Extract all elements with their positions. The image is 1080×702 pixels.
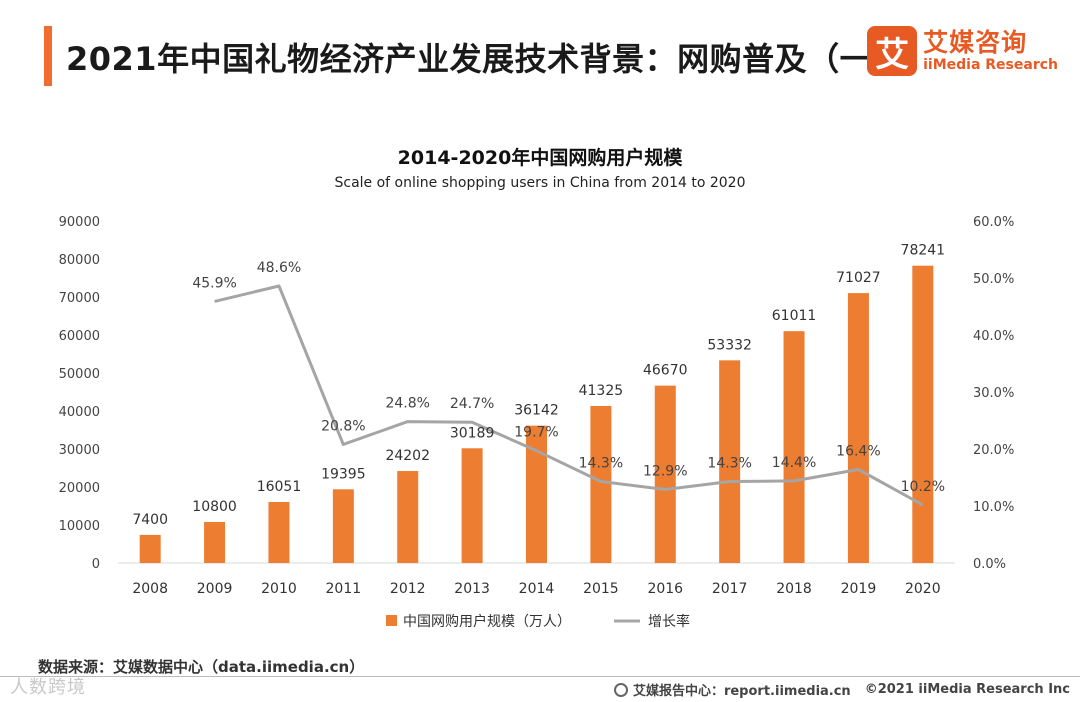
x-tick-label: 2011 [326, 581, 362, 597]
bar [139, 534, 161, 563]
bar-data-label: 19395 [321, 466, 366, 482]
watermark: 人数跨境 [10, 677, 86, 698]
growth-rate-label: 14.4% [772, 455, 816, 471]
brand-logo: 艾 艾媒咨询 iiMedia Research [867, 26, 1058, 76]
bar-data-label: 61011 [772, 308, 817, 324]
x-tick-label: 2014 [519, 581, 555, 597]
y-left-tick-label: 90000 [59, 215, 100, 230]
bar-data-label: 16051 [257, 479, 302, 495]
bar [204, 521, 226, 563]
bar-data-label: 53332 [707, 337, 752, 353]
bar-data-label: 30189 [450, 425, 495, 441]
legend-line-label: 增长率 [648, 613, 690, 630]
growth-rate-label: 45.9% [192, 275, 236, 291]
y-right-tick-label: 50.0% [973, 272, 1014, 287]
growth-rate-label: 14.3% [579, 455, 623, 471]
y-right-tick-label: 40.0% [973, 329, 1014, 344]
x-tick-label: 2020 [905, 581, 941, 597]
logo-name-en: iiMedia Research [923, 57, 1058, 73]
legend-bar-swatch [386, 615, 397, 626]
page-title: 2021年中国礼物经济产业发展技术背景：网购普及（一） [66, 40, 905, 78]
footer-copyright: ©2021 iiMedia Research Inc [864, 682, 1070, 697]
y-left-tick-label: 70000 [59, 291, 100, 306]
bar-data-label: 24202 [385, 448, 430, 464]
logo-mark-icon: 艾 [867, 26, 918, 76]
x-tick-label: 2013 [454, 581, 490, 597]
growth-rate-line [214, 284, 924, 507]
bar [847, 293, 869, 563]
footer-divider [0, 676, 1080, 677]
growth-rate-label: 10.2% [901, 479, 945, 495]
y-left-tick-label: 20000 [59, 481, 100, 496]
bar [783, 331, 805, 563]
chart-subtitle: Scale of online shopping users in China … [334, 175, 746, 191]
x-tick-label: 2017 [712, 581, 748, 597]
y-right-tick-label: 0.0% [973, 557, 1006, 572]
title-accent-bar [44, 26, 52, 86]
bar-data-label: 7400 [132, 512, 168, 528]
growth-rate-label: 16.4% [836, 444, 880, 460]
footer-report-center: 艾媒报告中心：report.iimedia.cn [632, 684, 851, 699]
x-tick-label: 2009 [197, 581, 233, 597]
legend-bar-label: 中国网购用户规模（万人） [403, 613, 571, 630]
chart-canvas: 0 10000 20000 30000 40000 50000 60000 70000 8000… [59, 215, 1015, 630]
y-right-tick-label: 20.0% [973, 443, 1014, 458]
footer: 艾媒报告中心：report.iimedia.cn ©2021 iiMedia R… [613, 680, 1070, 699]
y-right-tick-label: 60.0% [973, 215, 1014, 230]
bar [654, 385, 676, 563]
y-left-tick-label: 10000 [59, 519, 100, 534]
y-left-tick-label: 30000 [59, 443, 100, 458]
x-tick-label: 2015 [583, 581, 619, 597]
growth-rate-label: 24.7% [450, 396, 494, 412]
x-tick-label: 2016 [647, 581, 683, 597]
growth-rate-label: 20.8% [321, 418, 365, 434]
bar-data-label: 71027 [836, 270, 881, 286]
bar-data-label: 78241 [901, 243, 946, 259]
bar [461, 448, 483, 563]
bar [268, 502, 290, 563]
bar-data-label: 10800 [192, 499, 237, 515]
bar [397, 471, 419, 563]
y-left-tick-label: 0 [92, 557, 100, 572]
growth-rate-label: 12.9% [643, 463, 687, 479]
bar [912, 265, 934, 563]
growth-rate-label: 48.6% [257, 260, 301, 276]
bar [719, 360, 741, 563]
bar-data-label: 46670 [643, 363, 688, 379]
bar-data-label: 41325 [579, 383, 624, 399]
x-tick-label: 2008 [132, 581, 168, 597]
growth-rate-label: 24.8% [385, 396, 429, 412]
x-tick-label: 2018 [776, 581, 812, 597]
x-tick-label: 2012 [390, 581, 426, 597]
chart-title: 2014-2020年中国网购用户规模 [397, 147, 683, 169]
bar-data-label: 36142 [514, 403, 559, 419]
y-left-tick-label: 60000 [59, 329, 100, 344]
data-source: 数据来源：艾媒数据中心（data.iimedia.cn） [38, 658, 365, 676]
y-right-tick-label: 10.0% [973, 500, 1014, 515]
y-left-tick-label: 40000 [59, 405, 100, 420]
bar [526, 425, 547, 563]
logo-name-cn: 艾媒咨询 [923, 28, 1028, 57]
growth-rate-label: 19.7% [514, 425, 558, 441]
y-right-tick-label: 30.0% [973, 386, 1014, 401]
bar [590, 405, 612, 563]
growth-rate-label: 14.3% [707, 455, 751, 471]
y-left-tick-label: 80000 [59, 253, 100, 268]
bar [332, 489, 354, 563]
x-tick-label: 2019 [841, 581, 877, 597]
globe-icon [613, 682, 628, 697]
y-left-tick-label: 50000 [59, 367, 100, 382]
x-tick-label: 2010 [261, 581, 297, 597]
